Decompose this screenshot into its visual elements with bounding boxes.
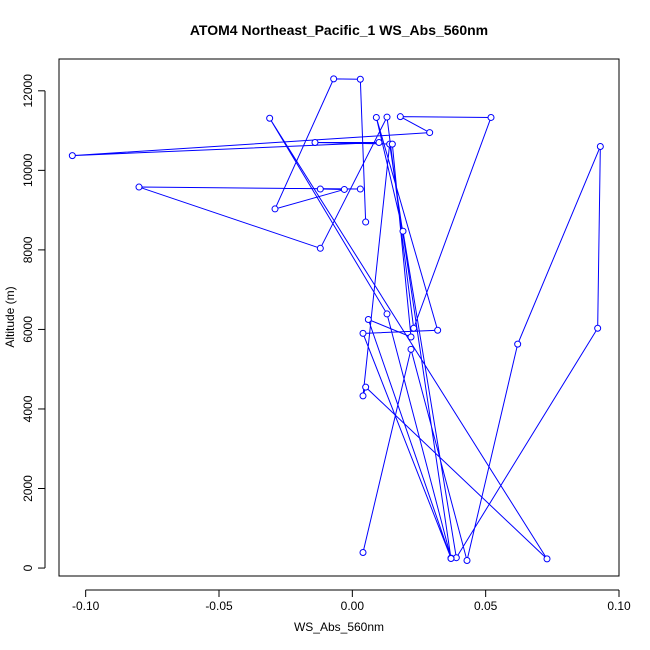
y-tick-label: 2000	[21, 475, 35, 502]
data-point	[594, 324, 602, 332]
y-axis: 0 2000 4000 6000 8000 10000 12000	[21, 74, 46, 571]
data-point	[68, 152, 76, 160]
x-axis: -0.10 -0.05 0.00 0.05 0.10	[72, 589, 631, 613]
data-point	[426, 129, 434, 137]
data-point	[543, 555, 551, 563]
y-tick-label: 10000	[21, 153, 35, 187]
data-point	[434, 326, 442, 334]
data-point	[135, 183, 143, 191]
data-point	[596, 142, 604, 150]
data-point	[388, 140, 396, 148]
chart-title: ATOM4 Northeast_Pacific_1 WS_Abs_560nm	[190, 22, 488, 38]
data-point	[316, 244, 324, 252]
data-point	[396, 113, 404, 121]
data-point	[514, 340, 522, 348]
data-point	[362, 218, 370, 226]
data-point	[359, 549, 367, 557]
plot-frame	[58, 58, 620, 577]
data-point	[356, 185, 364, 193]
series-line	[72, 78, 601, 561]
data-point	[375, 139, 383, 147]
data-point	[316, 185, 324, 193]
data-point	[383, 310, 391, 318]
data-point	[330, 75, 338, 83]
x-tick-label: -0.05	[205, 599, 233, 613]
x-tick-label: 0.00	[341, 599, 365, 613]
data-point	[359, 329, 367, 337]
data-point	[463, 556, 471, 564]
data-point	[447, 555, 455, 563]
series-layer	[68, 75, 604, 564]
data-point	[359, 392, 367, 400]
y-axis-label: Altitude (m)	[3, 286, 17, 347]
data-point	[399, 227, 407, 235]
x-tick-label: -0.10	[72, 599, 100, 613]
x-tick-label: 0.05	[474, 599, 498, 613]
data-point	[383, 113, 391, 121]
y-tick-label: 4000	[21, 395, 35, 422]
data-point	[340, 185, 348, 193]
data-point	[356, 75, 364, 83]
data-point	[271, 205, 279, 213]
data-point	[407, 345, 415, 353]
data-point	[410, 324, 418, 332]
data-point	[487, 113, 495, 121]
y-tick-label: 12000	[21, 74, 35, 108]
data-point	[311, 139, 319, 147]
x-tick-label: 0.10	[607, 599, 631, 613]
y-tick-label: 0	[21, 564, 35, 571]
data-point	[407, 333, 415, 341]
x-axis-label: WS_Abs_560nm	[294, 620, 384, 634]
data-point	[362, 383, 370, 391]
y-tick-label: 6000	[21, 316, 35, 343]
data-point	[266, 114, 274, 122]
data-point	[372, 113, 380, 121]
y-tick-label: 8000	[21, 236, 35, 263]
data-point	[364, 315, 372, 323]
